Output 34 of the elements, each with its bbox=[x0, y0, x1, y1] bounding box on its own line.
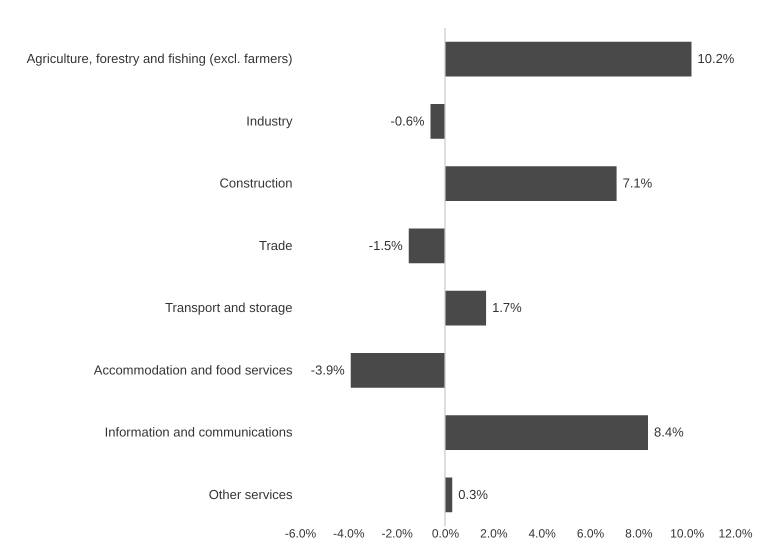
bar bbox=[445, 166, 617, 202]
bar bbox=[430, 104, 445, 139]
data-label: 8.4% bbox=[654, 424, 684, 440]
y-tick-label: Accommodation and food services bbox=[94, 362, 293, 378]
bar bbox=[445, 42, 692, 77]
x-tick-label: 4.0% bbox=[528, 526, 556, 540]
data-label: 10.2% bbox=[698, 51, 735, 66]
data-label: 7.1% bbox=[622, 176, 653, 191]
bar bbox=[408, 228, 445, 264]
x-tick-label: 6.0% bbox=[576, 526, 604, 540]
x-tick-label: 0.0% bbox=[432, 526, 460, 540]
x-tick-label: -6.0% bbox=[284, 526, 316, 540]
bar bbox=[350, 352, 445, 388]
bar bbox=[445, 415, 648, 450]
bar bbox=[445, 290, 486, 326]
x-tick-label: -4.0% bbox=[333, 526, 365, 540]
data-label: 1.7% bbox=[492, 300, 522, 316]
x-tick-label: 2.0% bbox=[480, 526, 508, 540]
y-tick-label: Construction bbox=[220, 176, 292, 191]
data-label: -1.5% bbox=[368, 238, 404, 253]
x-tick-label: 10.0% bbox=[670, 526, 705, 540]
y-tick-label: Trade bbox=[259, 238, 292, 253]
data-label: 0.3% bbox=[458, 486, 488, 502]
x-tick-label: 12.0% bbox=[718, 526, 753, 540]
y-tick-label: Information and communications bbox=[104, 424, 293, 440]
y-tick-label: Agriculture, forestry and fishing (excl. farmers) bbox=[26, 51, 292, 66]
data-label: -0.6% bbox=[390, 113, 425, 128]
x-tick-label: -2.0% bbox=[381, 526, 414, 540]
y-tick-label: Transport and storage bbox=[165, 300, 292, 316]
bar bbox=[445, 477, 452, 512]
x-tick-label: 8.0% bbox=[625, 526, 653, 540]
data-label: -3.9% bbox=[310, 362, 346, 378]
y-tick-label: Other services bbox=[208, 486, 293, 502]
y-tick-label: Industry bbox=[246, 113, 293, 128]
